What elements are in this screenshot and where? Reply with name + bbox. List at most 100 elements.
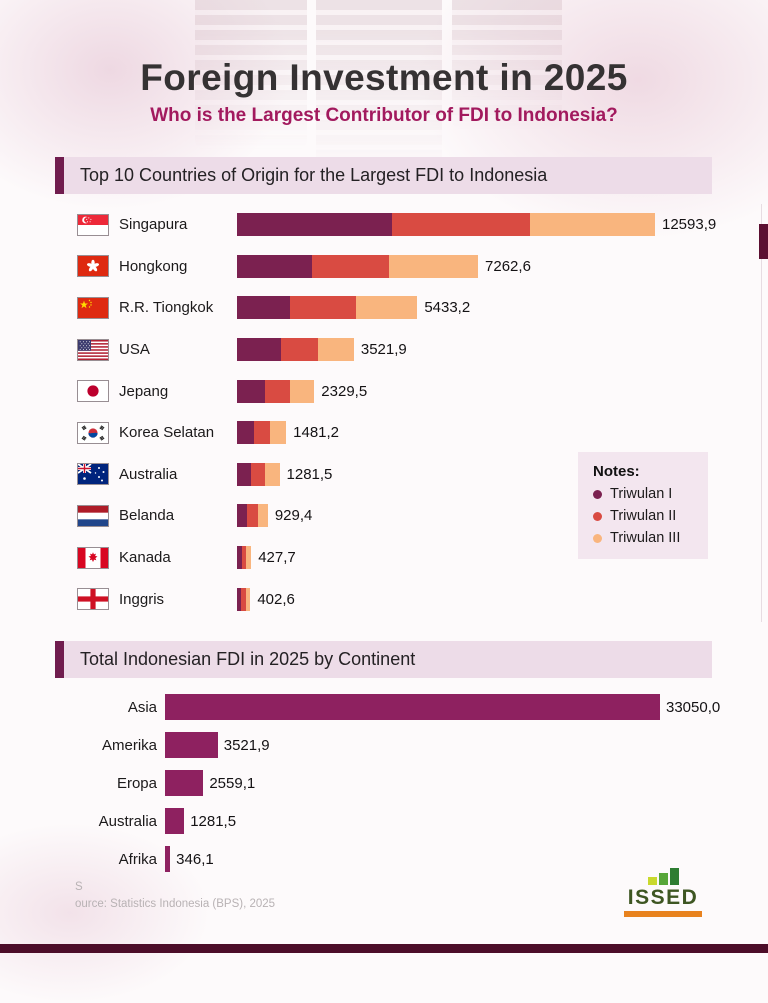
bar-value: 929,4 [274,507,313,525]
source-line1: S [75,881,83,893]
bar-value: 3521,9 [360,341,407,359]
bar-segment-triwulan-1 [237,546,242,570]
bar-segment-triwulan-2 [253,421,270,445]
continent-bar [165,846,171,872]
legend-items: Triwulan I Triwulan II Triwulan III [593,486,708,546]
country-fdi-chart: Singapura 12593,9 Hongkong 7262,6 R.R. Tiong… [55,204,768,622]
bar-value: 33050,0 [666,698,721,716]
bar-value: 1481,2 [293,424,340,442]
page-title: Foreign Investment in 2025 [140,57,628,98]
stacked-bar [237,213,655,237]
stacked-bar [237,296,418,320]
country-label: Hongkong [119,257,188,275]
country-label: Australia [119,465,178,483]
legend-dot-icon [593,511,602,521]
country-row-australia: Australia 1281,5 [55,454,768,496]
country-label-group: Australia [55,464,237,485]
issed-logo-bars-icon [617,868,709,885]
stacked-bar [237,421,287,445]
stacked-bar [237,546,252,570]
bar-value: 5433,2 [424,299,471,317]
continent-row-asia: Asia 33050,0 [55,688,768,726]
gridline [761,204,762,622]
bar-value: 2329,5 [321,382,368,400]
legend-item: Triwulan I [593,486,708,502]
country-row-china: R.R. Tiongkok 5433,2 [55,287,768,329]
flag-usa-icon [78,339,108,360]
bar-value: 427,7 [258,549,296,567]
right-edge-accent [759,224,768,259]
bar-segment-triwulan-3 [265,462,280,486]
bar-segment-triwulan-2 [311,254,390,278]
source-line2: ource: Statistics Indonesia (BPS), 2025 [75,897,276,910]
section-accent-bar [55,157,64,194]
continent-row-eropa: Eropa 2559,1 [55,764,768,802]
legend-label: Triwulan I [610,486,673,502]
bar-segment-triwulan-3 [356,296,418,320]
country-label: R.R. Tiongkok [119,299,214,317]
bar-value: 3521,9 [223,736,270,754]
logo-bar-icon [658,873,668,885]
bar-segment-triwulan-3 [530,213,655,237]
bar-segment-triwulan-3 [257,504,268,528]
country-label-group: USA [55,339,237,360]
section-header-continent: Total Indonesian FDI in 2025 by Continen… [55,641,712,678]
country-row-singapore: Singapura 12593,9 [55,204,768,246]
coin-stack-decoration [316,0,442,172]
country-label-group: R.R. Tiongkok [55,297,237,318]
logo-bar-icon [647,877,657,885]
bar-segment-triwulan-1 [237,379,266,403]
country-row-netherlands: Belanda 929,4 [55,495,768,537]
flag-japan-icon [78,381,108,402]
country-row-england: Inggris 402,6 [55,578,768,620]
flag-england-icon [78,589,108,610]
bar-segment-triwulan-3 [246,546,252,570]
bar-segment-triwulan-3 [269,421,287,445]
country-row-hongkong: Hongkong 7262,6 [55,246,768,288]
country-label-group: Hongkong [55,256,237,277]
stacked-bar [237,504,268,528]
bar-segment-triwulan-1 [237,213,392,237]
bar-segment-triwulan-3 [389,254,479,278]
continent-chart-rows: Asia 33050,0 Amerika 3521,9 Eropa 2559,1 Austr… [55,688,768,878]
continent-bar [165,770,204,796]
bar-segment-triwulan-2 [281,338,318,362]
legend-item: Triwulan III [593,530,708,546]
logo-bar-icon [669,868,679,885]
bar-value: 346,1 [176,850,214,868]
bar-value: 12593,9 [661,216,717,234]
section-title-continent: Total Indonesian FDI in 2025 by Continen… [80,649,416,669]
continent-label: Asia [127,698,157,716]
bar-segment-triwulan-3 [245,587,251,611]
bar-segment-triwulan-1 [237,254,312,278]
country-label-group: Belanda [55,505,237,526]
bottom-accent-bar [0,944,768,953]
source-note: S ource: Statistics Indonesia (BPS), 202… [75,879,275,912]
bar-value: 402,6 [257,590,295,608]
legend: Notes: Triwulan I Triwulan II Triwulan III [578,452,708,559]
bar-segment-triwulan-3 [317,338,354,362]
country-label-group: Korea Selatan [55,422,237,443]
bar-segment-triwulan-1 [237,296,291,320]
section-accent-bar [55,641,64,678]
section-title-top10: Top 10 Countries of Origin for the Large… [80,165,548,185]
flag-singapore-icon [78,214,108,235]
country-label: Inggris [119,590,165,608]
bar-segment-triwulan-2 [241,546,247,570]
legend-title: Notes: [593,463,640,480]
continent-bar [165,694,660,720]
coin-stack-decoration [452,0,562,130]
stacked-bar [237,462,280,486]
issed-logo-strip [624,911,702,918]
continent-row-australia: Australia 1281,5 [55,802,768,840]
bar-segment-triwulan-2 [265,379,291,403]
continent-fdi-chart: Asia 33050,0 Amerika 3521,9 Eropa 2559,1 Austr… [55,688,768,880]
bar-segment-triwulan-3 [290,379,315,403]
country-label: Belanda [119,507,175,525]
continent-label: Australia [98,812,157,830]
country-row-usa: USA 3521,9 [55,329,768,371]
bar-segment-triwulan-2 [247,504,258,528]
country-row-canada: Kanada 427,7 [55,537,768,579]
legend-dot-icon [593,489,602,499]
country-label-group: Jepang [55,381,237,402]
